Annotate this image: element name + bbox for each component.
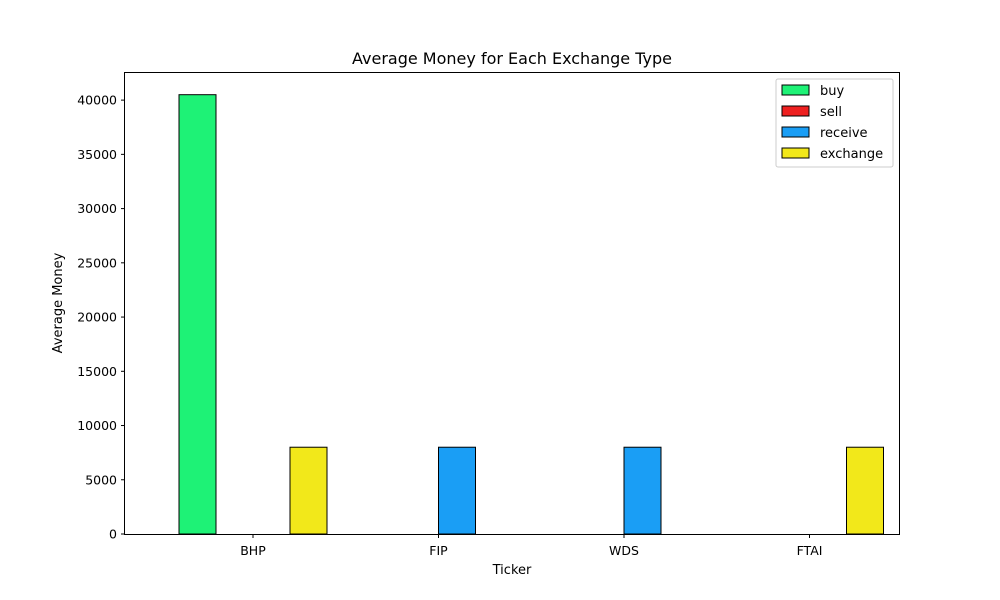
chart-title: Average Money for Each Exchange Type (352, 49, 672, 68)
bar-exchange-bhp (289, 446, 328, 535)
bar-receive-wds (623, 446, 662, 535)
y-tick-label: 20000 (77, 310, 117, 325)
y-tick-label: 30000 (77, 201, 117, 216)
bar-exchange-ftai (846, 446, 884, 535)
y-axis-label: Average Money (51, 252, 66, 353)
legend-label-receive: receive (820, 126, 868, 141)
bar-buy-bhp (178, 94, 217, 535)
bars-group (178, 94, 884, 535)
x-tick-label-bhp: BHP (240, 543, 266, 558)
x-tick-label-fip: FIP (429, 543, 448, 558)
y-tick-label: 5000 (85, 472, 117, 487)
legend-label-exchange: exchange (820, 147, 883, 162)
legend-swatch-buy (781, 84, 810, 96)
legend-swatch-receive (781, 126, 810, 138)
y-tick-label: 35000 (77, 147, 117, 162)
legend: buy sell receive exchange (775, 78, 894, 168)
legend-box (775, 78, 894, 168)
y-tick-label: 15000 (77, 364, 117, 379)
x-tick-label-ftai: FTAI (797, 543, 823, 558)
y-tick-label: 40000 (77, 93, 117, 108)
y-tick-label: 0 (109, 527, 117, 542)
legend-label-sell: sell (820, 105, 842, 120)
y-tick-label: 25000 (77, 255, 117, 270)
y-ticks-group: 0 5000 10000 15000 20000 25000 30000 35000 40000 (77, 93, 125, 542)
legend-swatch-exchange (781, 147, 810, 159)
x-ticks-group: BHP FIP WDS FTAI (240, 534, 822, 558)
legend-swatch-sell (781, 105, 810, 117)
bar-receive-fip (438, 446, 476, 535)
plot-frame (124, 72, 900, 535)
legend-label-buy: buy (820, 84, 844, 99)
x-axis-label: Ticker (492, 563, 532, 578)
y-tick-label: 10000 (77, 418, 117, 433)
x-tick-label-wds: WDS (609, 543, 639, 558)
